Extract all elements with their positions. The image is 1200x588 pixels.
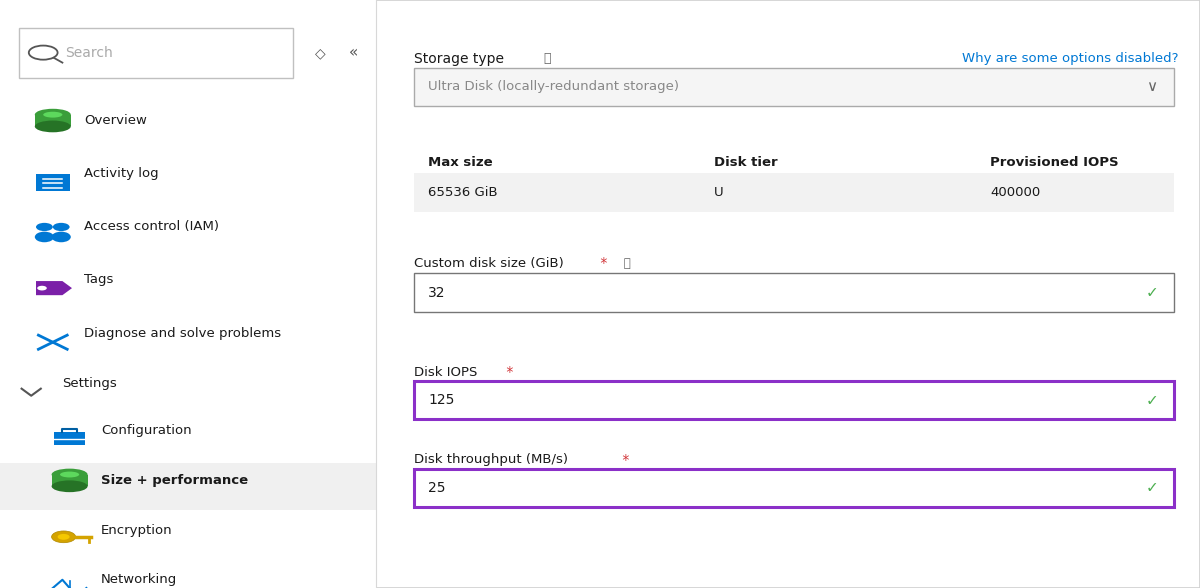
Text: ∨: ∨ <box>1146 79 1158 94</box>
FancyBboxPatch shape <box>414 273 1174 312</box>
FancyBboxPatch shape <box>35 115 71 126</box>
Ellipse shape <box>52 232 71 242</box>
Text: 125: 125 <box>428 393 455 407</box>
Circle shape <box>36 223 53 231</box>
Text: Size + performance: Size + performance <box>101 474 248 487</box>
Text: *: * <box>502 365 512 379</box>
Text: Search: Search <box>65 46 113 59</box>
Circle shape <box>37 286 47 290</box>
Text: Encryption: Encryption <box>101 524 173 537</box>
Text: Custom disk size (GiB): Custom disk size (GiB) <box>414 257 564 270</box>
Text: Overview: Overview <box>84 114 146 127</box>
Text: Disk throughput (MB/s): Disk throughput (MB/s) <box>414 453 568 466</box>
FancyBboxPatch shape <box>36 174 70 191</box>
FancyBboxPatch shape <box>414 381 1174 419</box>
Text: Tags: Tags <box>84 273 113 286</box>
Ellipse shape <box>35 232 54 242</box>
Text: 400000: 400000 <box>990 186 1040 199</box>
FancyBboxPatch shape <box>0 463 376 510</box>
FancyBboxPatch shape <box>414 173 1174 212</box>
Text: Max size: Max size <box>428 156 493 169</box>
Text: 32: 32 <box>428 286 446 299</box>
Text: ⓘ: ⓘ <box>620 257 631 270</box>
FancyBboxPatch shape <box>19 28 293 78</box>
Text: Networking: Networking <box>101 573 178 586</box>
Text: 65536 GiB: 65536 GiB <box>428 186 498 199</box>
FancyBboxPatch shape <box>414 68 1174 106</box>
Text: Configuration: Configuration <box>101 424 192 437</box>
Text: Disk tier: Disk tier <box>714 156 778 169</box>
Text: ✓: ✓ <box>1146 393 1158 407</box>
Ellipse shape <box>43 112 62 118</box>
Polygon shape <box>36 281 72 295</box>
FancyBboxPatch shape <box>0 0 376 588</box>
FancyBboxPatch shape <box>54 432 85 445</box>
Text: Storage type: Storage type <box>414 52 504 66</box>
Text: Diagnose and solve problems: Diagnose and solve problems <box>84 327 281 340</box>
Text: *: * <box>618 453 629 467</box>
Text: Activity log: Activity log <box>84 167 158 180</box>
Text: Disk IOPS: Disk IOPS <box>414 366 478 379</box>
Text: ✓: ✓ <box>1146 285 1158 300</box>
Circle shape <box>52 531 76 543</box>
Text: Ultra Disk (locally-redundant storage): Ultra Disk (locally-redundant storage) <box>428 80 679 93</box>
Text: Settings: Settings <box>62 377 118 390</box>
Text: Access control (IAM): Access control (IAM) <box>84 220 220 233</box>
Text: 25: 25 <box>428 481 446 495</box>
Text: U: U <box>714 186 724 199</box>
Ellipse shape <box>52 480 88 492</box>
Text: ✓: ✓ <box>1146 480 1158 495</box>
Text: ⓘ: ⓘ <box>544 52 551 65</box>
Circle shape <box>53 223 70 231</box>
Ellipse shape <box>35 121 71 132</box>
Text: Provisioned IOPS: Provisioned IOPS <box>990 156 1118 169</box>
Text: «: « <box>349 45 359 61</box>
Text: *: * <box>596 256 607 270</box>
Text: ◇: ◇ <box>316 46 325 60</box>
Ellipse shape <box>60 472 79 477</box>
Circle shape <box>58 534 70 540</box>
Text: Why are some options disabled?: Why are some options disabled? <box>962 52 1178 65</box>
FancyBboxPatch shape <box>52 475 88 486</box>
Ellipse shape <box>52 469 88 480</box>
FancyBboxPatch shape <box>414 469 1174 507</box>
Ellipse shape <box>35 109 71 121</box>
